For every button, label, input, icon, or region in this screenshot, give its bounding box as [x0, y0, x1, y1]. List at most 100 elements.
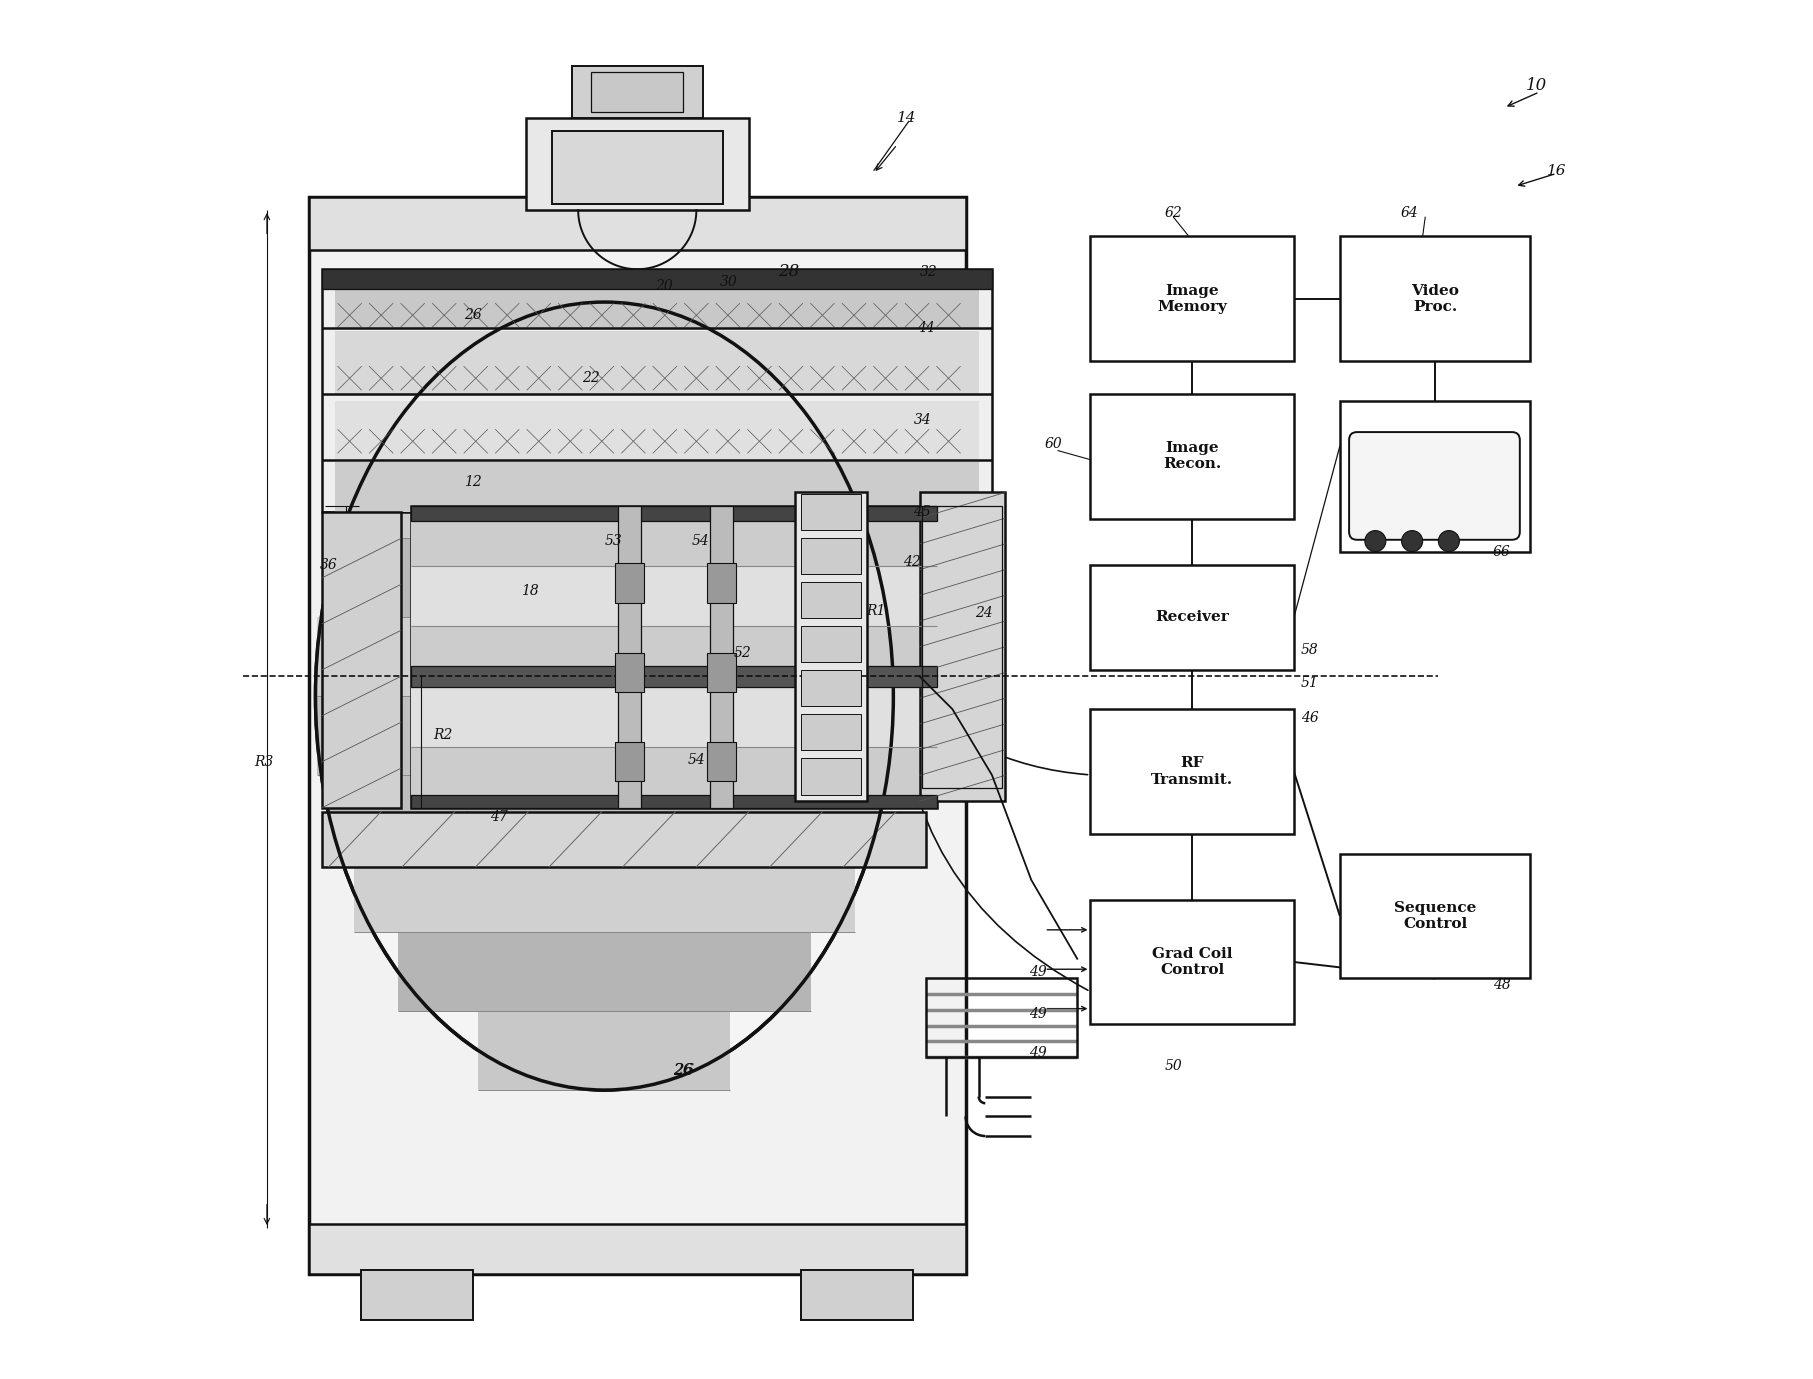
Text: 44: 44 [917, 321, 936, 335]
Text: 36: 36 [319, 557, 337, 572]
Text: 14: 14 [897, 112, 916, 125]
Text: 32: 32 [919, 265, 937, 279]
Text: Grad Coil
Control: Grad Coil Control [1151, 947, 1233, 978]
Bar [615, 742, 644, 782]
Text: 16: 16 [1546, 164, 1566, 178]
Bar [335, 276, 979, 328]
Bar [412, 794, 937, 808]
Polygon shape [479, 1011, 731, 1089]
Bar [591, 72, 684, 112]
Bar [412, 506, 937, 521]
Circle shape [1365, 531, 1385, 552]
Text: 26: 26 [464, 308, 482, 323]
Text: 30: 30 [720, 276, 738, 290]
Bar [551, 131, 723, 204]
Polygon shape [317, 696, 892, 775]
Bar [412, 666, 937, 687]
Text: 60: 60 [1044, 437, 1062, 451]
Bar [1340, 236, 1530, 361]
Bar [1090, 394, 1294, 519]
Bar [615, 652, 644, 692]
Bar [801, 494, 861, 530]
Text: 53: 53 [606, 534, 622, 547]
Text: RF
Transmit.: RF Transmit. [1151, 757, 1233, 786]
Text: 45: 45 [914, 505, 932, 520]
Bar [801, 626, 861, 662]
Bar [335, 331, 979, 394]
Text: 10: 10 [1527, 77, 1548, 94]
Text: 62: 62 [1164, 205, 1182, 219]
Bar [412, 687, 937, 747]
Text: 49: 49 [1030, 965, 1046, 979]
Text: Image
Recon.: Image Recon. [1162, 441, 1222, 472]
Text: Image
Memory: Image Memory [1157, 284, 1227, 314]
Bar [794, 492, 867, 801]
Bar [801, 1270, 914, 1320]
Text: Sequence
Control: Sequence Control [1394, 900, 1476, 931]
Bar [361, 1270, 473, 1320]
Text: 54: 54 [687, 753, 705, 768]
Text: 49: 49 [1030, 1047, 1046, 1060]
Text: 20: 20 [654, 280, 673, 294]
Circle shape [1401, 531, 1423, 552]
Bar [526, 119, 749, 210]
Polygon shape [317, 618, 892, 696]
Bar [707, 742, 736, 782]
Text: 48: 48 [1492, 978, 1510, 992]
Bar [707, 564, 736, 603]
Bar [323, 512, 401, 808]
Bar [801, 758, 861, 794]
Bar [323, 269, 992, 290]
Text: 47: 47 [491, 809, 508, 823]
Text: 54: 54 [691, 534, 709, 547]
Bar [412, 506, 937, 808]
Bar [412, 626, 937, 687]
Bar [801, 670, 861, 706]
Text: 52: 52 [734, 645, 751, 659]
Text: 26: 26 [673, 1063, 693, 1077]
Polygon shape [479, 302, 731, 381]
Bar [1090, 709, 1294, 834]
Bar [801, 582, 861, 618]
Bar [1340, 400, 1530, 552]
Bar [707, 652, 736, 692]
Bar [571, 66, 703, 119]
Text: Video
Proc.: Video Proc. [1411, 284, 1459, 314]
Bar [923, 506, 1003, 787]
Bar [801, 714, 861, 750]
Bar [1090, 899, 1294, 1025]
Text: Receiver: Receiver [1155, 611, 1229, 625]
Bar [709, 506, 732, 808]
Text: 34: 34 [914, 414, 932, 427]
Bar [412, 506, 937, 565]
Polygon shape [354, 854, 854, 932]
Ellipse shape [315, 302, 894, 1089]
Bar [926, 979, 1077, 1058]
Text: 18: 18 [520, 583, 538, 598]
Polygon shape [328, 775, 879, 854]
Text: 51: 51 [1300, 676, 1318, 690]
Polygon shape [354, 459, 854, 538]
Text: 66: 66 [1492, 545, 1510, 558]
Text: 46: 46 [1300, 712, 1318, 725]
Text: R3: R3 [254, 754, 274, 768]
Text: 26: 26 [673, 1062, 694, 1078]
Text: 22: 22 [582, 371, 600, 385]
Text: 28: 28 [778, 263, 800, 280]
Text: 50: 50 [1164, 1059, 1182, 1073]
Bar [323, 812, 926, 867]
Bar [615, 564, 644, 603]
Text: 42: 42 [903, 556, 921, 570]
Bar [412, 747, 937, 808]
Bar [323, 269, 992, 512]
Polygon shape [399, 932, 810, 1011]
Bar [335, 400, 979, 459]
Bar [308, 1225, 966, 1274]
Bar [1340, 854, 1530, 979]
Text: 12: 12 [464, 474, 482, 490]
Text: 58: 58 [1300, 643, 1318, 658]
FancyBboxPatch shape [1349, 432, 1519, 539]
Bar [308, 197, 966, 1274]
Polygon shape [399, 381, 810, 459]
Bar [308, 197, 966, 250]
